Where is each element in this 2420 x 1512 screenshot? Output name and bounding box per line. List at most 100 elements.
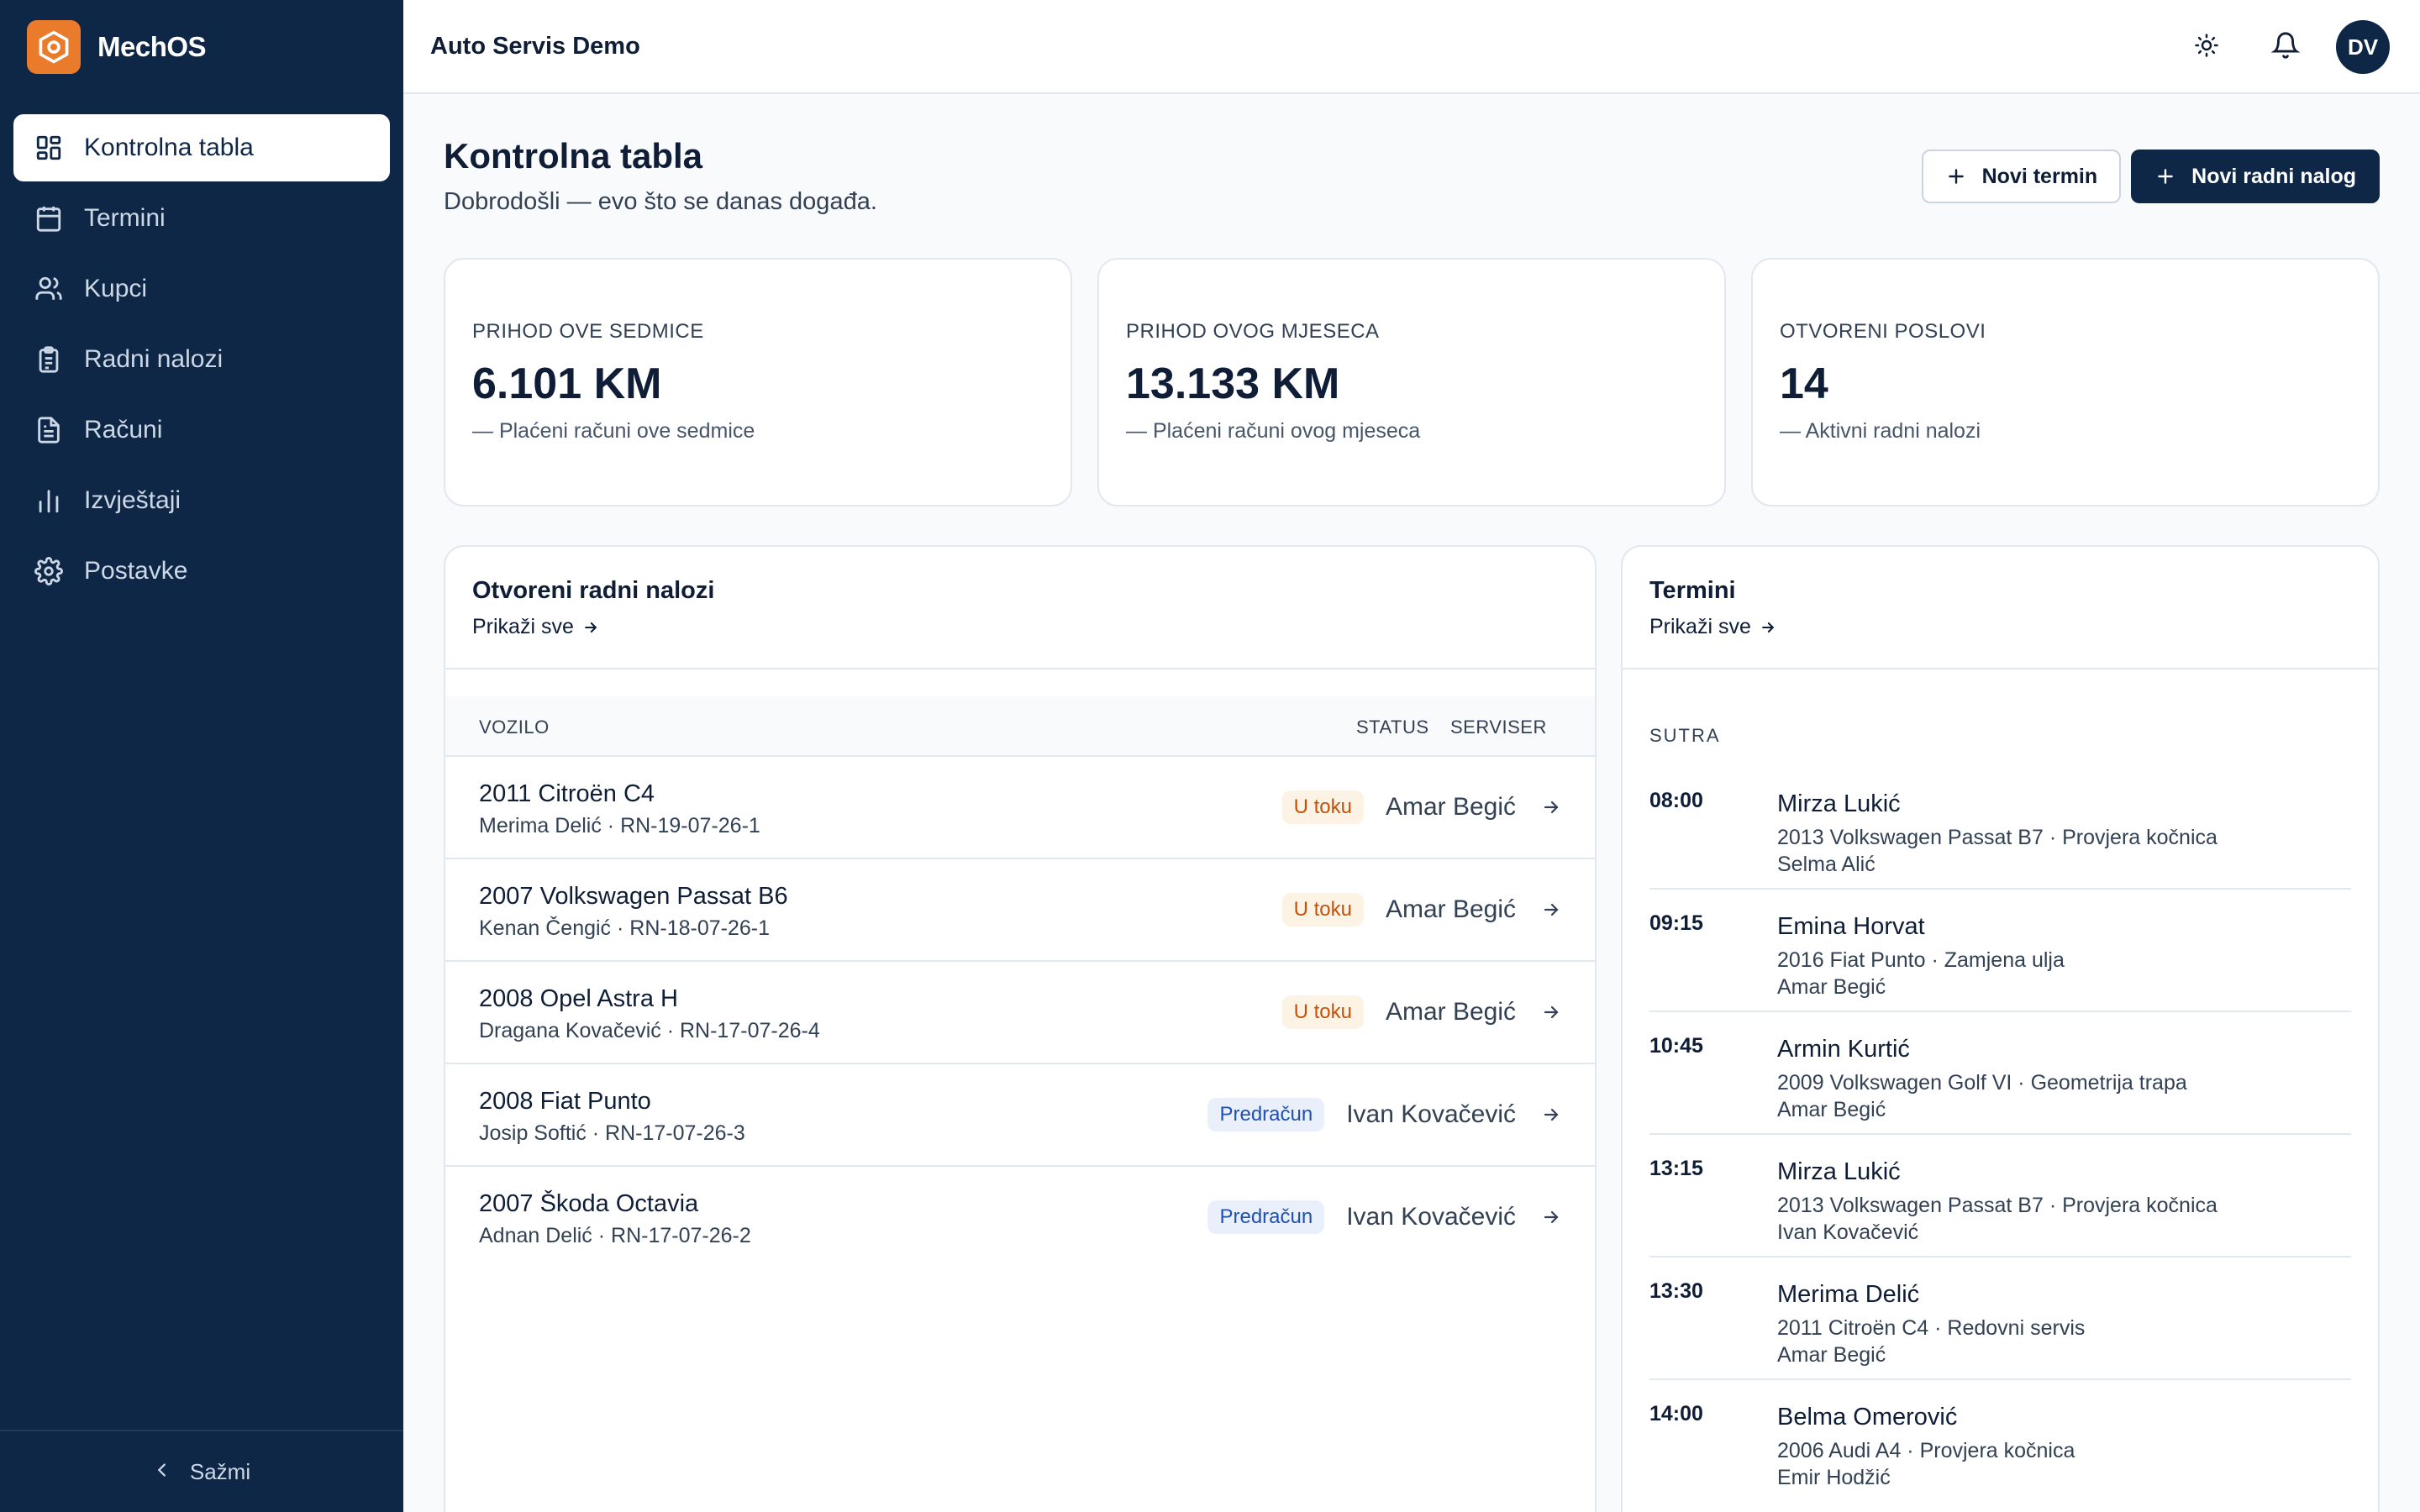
table-row[interactable]: 2008 Opel Astra H Dragana Kovačević · RN… bbox=[445, 962, 1595, 1064]
table-row[interactable]: 2008 Fiat Punto Josip Softić · RN-17-07-… bbox=[445, 1064, 1595, 1167]
appointment-item[interactable]: 14:00 Belma Omerović 2006 Audi A4 · Prov… bbox=[1649, 1380, 2351, 1503]
appointment-detail: 2011 Citroën C4 · Redovni servis bbox=[1777, 1316, 2086, 1340]
stat-card-monthly-revenue: PRIHOD OVOG MJESECA 13.133 KM — Plaćeni … bbox=[1097, 258, 1726, 507]
page-actions: Novi termin Novi radni nalog bbox=[1921, 150, 2380, 203]
panel-title: Termini bbox=[1649, 577, 1736, 604]
vehicle-name: 2008 Fiat Punto bbox=[479, 1088, 651, 1115]
avatar[interactable]: DV bbox=[2336, 20, 2390, 74]
sidebar-item-label: Kontrolna tabla bbox=[84, 134, 254, 161]
top-bar-actions: DV bbox=[2154, 0, 2390, 94]
column-header-technician: SERVISER bbox=[1450, 717, 1547, 738]
row-meta: U toku Amar Begić bbox=[1281, 757, 1561, 858]
sidebar-item-invoices[interactable]: Računi bbox=[13, 396, 390, 464]
status-badge: U toku bbox=[1281, 995, 1364, 1029]
appointment-detail: 2013 Volkswagen Passat B7 · Provjera koč… bbox=[1777, 1194, 2217, 1217]
notifications-button[interactable] bbox=[2259, 20, 2312, 74]
new-work-order-button[interactable]: Novi radni nalog bbox=[2131, 150, 2380, 203]
sun-icon bbox=[2194, 33, 2219, 62]
collapse-sidebar-button[interactable]: Sažmi bbox=[0, 1430, 403, 1512]
gear-icon bbox=[34, 556, 64, 586]
appointment-item[interactable]: 13:30 Merima Delić 2011 Citroën C4 · Red… bbox=[1649, 1257, 2351, 1380]
clipboard-icon bbox=[34, 344, 64, 375]
table-row[interactable]: 2007 Škoda Octavia Adnan Delić · RN-17-0… bbox=[445, 1167, 1595, 1269]
panel-title: Otvoreni radni nalozi bbox=[472, 577, 715, 604]
technician-name: Amar Begić bbox=[1385, 895, 1516, 923]
appointment-technician: Amar Begić bbox=[1777, 1098, 1886, 1121]
technician-name: Amar Begić bbox=[1385, 793, 1516, 821]
page-header: Kontrolna tabla Dobrodošli — evo što se … bbox=[444, 94, 2380, 258]
appointment-detail: 2013 Volkswagen Passat B7 · Provjera koč… bbox=[1777, 826, 2217, 849]
sidebar-item-label: Kupci bbox=[84, 275, 148, 302]
appointment-customer: Merima Delić bbox=[1777, 1281, 1920, 1308]
order-customer-number: Merima Delić · RN-19-07-26-1 bbox=[479, 814, 760, 837]
order-customer-number: Josip Softić · RN-17-07-26-3 bbox=[479, 1121, 745, 1145]
vehicle-name: 2011 Citroën C4 bbox=[479, 780, 655, 807]
sidebar-item-reports[interactable]: Izvještaji bbox=[13, 467, 390, 534]
status-badge: Predračun bbox=[1207, 1200, 1325, 1234]
brand[interactable]: MechOS bbox=[0, 0, 403, 94]
brand-name: MechOS bbox=[97, 31, 207, 62]
invoice-icon bbox=[34, 415, 64, 445]
appointment-time: 13:30 bbox=[1649, 1279, 1703, 1303]
plus-icon bbox=[2154, 165, 2176, 187]
panel-header: Otvoreni radni nalozi Prikaži sve bbox=[445, 547, 1595, 669]
stat-note-text: Plaćeni računi ovog mjeseca bbox=[1152, 419, 1421, 443]
appointment-customer: Mirza Lukić bbox=[1777, 790, 1901, 817]
new-appointment-button[interactable]: Novi termin bbox=[1921, 150, 2122, 203]
sidebar-item-work-orders[interactable]: Radni nalozi bbox=[13, 326, 390, 393]
stat-note: — Plaćeni računi ovog mjeseca bbox=[1126, 419, 1421, 443]
appointment-time: 09:15 bbox=[1649, 911, 1703, 935]
stat-label: OTVORENI POSLOVI bbox=[1780, 320, 1986, 343]
sidebar-item-label: Radni nalozi bbox=[84, 345, 224, 373]
new-work-order-label: Novi radni nalog bbox=[2191, 164, 2356, 188]
collapse-label: Sažmi bbox=[189, 1458, 251, 1484]
panels: Otvoreni radni nalozi Prikaži sve VOZILO… bbox=[444, 545, 2380, 1512]
appointment-detail: 2009 Volkswagen Golf VI · Geometrija tra… bbox=[1777, 1071, 2187, 1095]
row-meta: U toku Amar Begić bbox=[1281, 962, 1561, 1063]
sidebar: MechOS Kontrolna tabla Termini Kupci Rad… bbox=[0, 0, 403, 1512]
page-title: Kontrolna tabla bbox=[444, 136, 703, 176]
appointments-panel: Termini Prikaži sve SUTRA 08:00 Mirza Lu… bbox=[1621, 545, 2380, 1512]
order-customer-number: Dragana Kovačević · RN-17-07-26-4 bbox=[479, 1019, 820, 1042]
appointment-detail: 2006 Audi A4 · Provjera kočnica bbox=[1777, 1439, 2075, 1462]
stats-row: PRIHOD OVE SEDMICE 6.101 KM — Plaćeni ra… bbox=[444, 258, 2380, 507]
top-bar: Auto Servis Demo DV bbox=[403, 0, 2420, 94]
row-meta: U toku Amar Begić bbox=[1281, 859, 1561, 960]
sidebar-item-label: Izvještaji bbox=[84, 486, 182, 514]
sidebar-item-label: Računi bbox=[84, 416, 163, 444]
sidebar-item-appointments[interactable]: Termini bbox=[13, 185, 390, 252]
stat-note: — Aktivni radni nalozi bbox=[1780, 419, 1981, 443]
panel-header: Termini Prikaži sve bbox=[1623, 547, 2378, 669]
vehicle-name: 2008 Opel Astra H bbox=[479, 985, 678, 1012]
stat-note-text: Aktivni radni nalozi bbox=[1805, 419, 1981, 443]
show-all-appointments-link[interactable]: Prikaži sve bbox=[1649, 615, 1776, 639]
appointment-item[interactable]: 13:15 Mirza Lukić 2013 Volkswagen Passat… bbox=[1649, 1135, 2351, 1257]
theme-toggle-button[interactable] bbox=[2180, 20, 2233, 74]
table-row[interactable]: 2007 Volkswagen Passat B6 Kenan Čengić ·… bbox=[445, 859, 1595, 962]
row-meta: Predračun Ivan Kovačević bbox=[1207, 1064, 1561, 1165]
arrow-right-icon bbox=[1541, 1002, 1561, 1022]
vehicle-name: 2007 Škoda Octavia bbox=[479, 1190, 699, 1217]
sidebar-nav: Kontrolna tabla Termini Kupci Radni nalo… bbox=[0, 94, 403, 605]
sidebar-item-dashboard[interactable]: Kontrolna tabla bbox=[13, 114, 390, 181]
appointment-customer: Belma Omerović bbox=[1777, 1404, 1958, 1431]
appointment-item[interactable]: 10:45 Armin Kurtić 2009 Volkswagen Golf … bbox=[1649, 1012, 2351, 1135]
table-header: VOZILO STATUS SERVISER bbox=[445, 696, 1595, 757]
page-subtitle: Dobrodošli — evo što se danas događa. bbox=[444, 188, 877, 215]
brand-logo-icon bbox=[27, 20, 81, 74]
open-work-orders-panel: Otvoreni radni nalozi Prikaži sve VOZILO… bbox=[444, 545, 1597, 1512]
stat-value: 13.133 KM bbox=[1126, 360, 1340, 408]
appointments-list: SUTRA 08:00 Mirza Lukić 2013 Volkswagen … bbox=[1623, 725, 2378, 1503]
arrow-right-icon bbox=[582, 619, 599, 636]
appointment-item[interactable]: 08:00 Mirza Lukić 2013 Volkswagen Passat… bbox=[1649, 767, 2351, 890]
appointment-time: 08:00 bbox=[1649, 789, 1703, 812]
sidebar-item-settings[interactable]: Postavke bbox=[13, 538, 390, 605]
show-all-work-orders-link[interactable]: Prikaži sve bbox=[472, 615, 599, 639]
sidebar-item-customers[interactable]: Kupci bbox=[13, 255, 390, 323]
dashboard-icon bbox=[34, 133, 64, 163]
vehicle-name: 2007 Volkswagen Passat B6 bbox=[479, 883, 788, 910]
appointment-item[interactable]: 09:15 Emina Horvat 2016 Fiat Punto · Zam… bbox=[1649, 890, 2351, 1012]
appointment-technician: Emir Hodžić bbox=[1777, 1466, 1891, 1489]
stat-label: PRIHOD OVE SEDMICE bbox=[472, 320, 704, 343]
table-row[interactable]: 2011 Citroën C4 Merima Delić · RN-19-07-… bbox=[445, 757, 1595, 859]
